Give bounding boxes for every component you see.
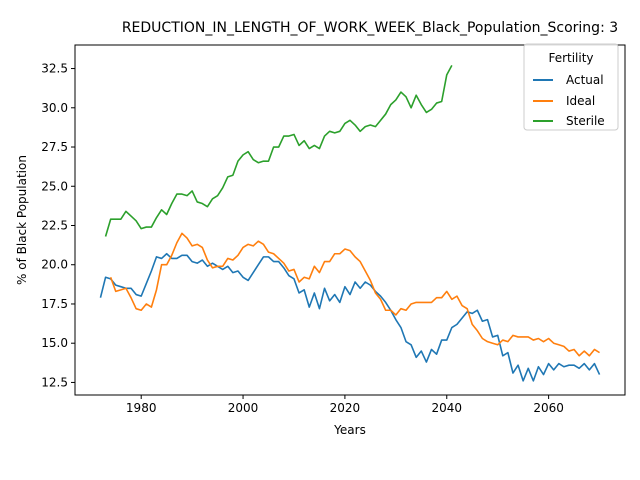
x-tick-label: 2060: [533, 401, 564, 415]
y-tick-label: 32.5: [41, 62, 68, 76]
y-tick-label: 12.5: [41, 375, 68, 389]
y-tick-label: 30.0: [41, 101, 68, 115]
x-tick-label: 2040: [431, 401, 462, 415]
y-tick-label: 22.5: [41, 218, 68, 232]
y-axis-ticks: 12.5 15.0 17.5 20.0 22.5 25.0 27.5 30.0 32.5: [41, 62, 75, 389]
chart-title: REDUCTION_IN_LENGTH_OF_WORK_WEEK_Black_P…: [122, 20, 618, 36]
x-axis-label: Years: [333, 423, 366, 437]
legend-label-ideal: Ideal: [566, 94, 595, 108]
y-tick-label: 27.5: [41, 140, 68, 154]
y-axis-label: % of Black Population: [15, 155, 29, 285]
series-layer: [99, 65, 601, 382]
series-line-sterile: [104, 65, 453, 237]
legend-label-actual: Actual: [566, 73, 604, 87]
legend-label-sterile: Sterile: [566, 114, 605, 128]
legend-title: Fertility: [548, 51, 593, 65]
x-axis-ticks: 1980 2000 2020 2040 2060: [126, 395, 564, 415]
y-tick-label: 17.5: [41, 297, 68, 311]
legend: Fertility Actual Ideal Sterile: [523, 43, 619, 131]
series-line-actual: [99, 252, 601, 382]
y-tick-label: 20.0: [41, 258, 68, 272]
x-tick-label: 2020: [330, 401, 361, 415]
legend-box: [523, 43, 619, 131]
y-tick-label: 25.0: [41, 179, 68, 193]
series-line-ideal: [109, 232, 600, 357]
x-tick-label: 2000: [228, 401, 259, 415]
plot-frame: [74, 44, 626, 396]
y-tick-label: 15.0: [41, 336, 68, 350]
x-tick-label: 1980: [126, 401, 157, 415]
